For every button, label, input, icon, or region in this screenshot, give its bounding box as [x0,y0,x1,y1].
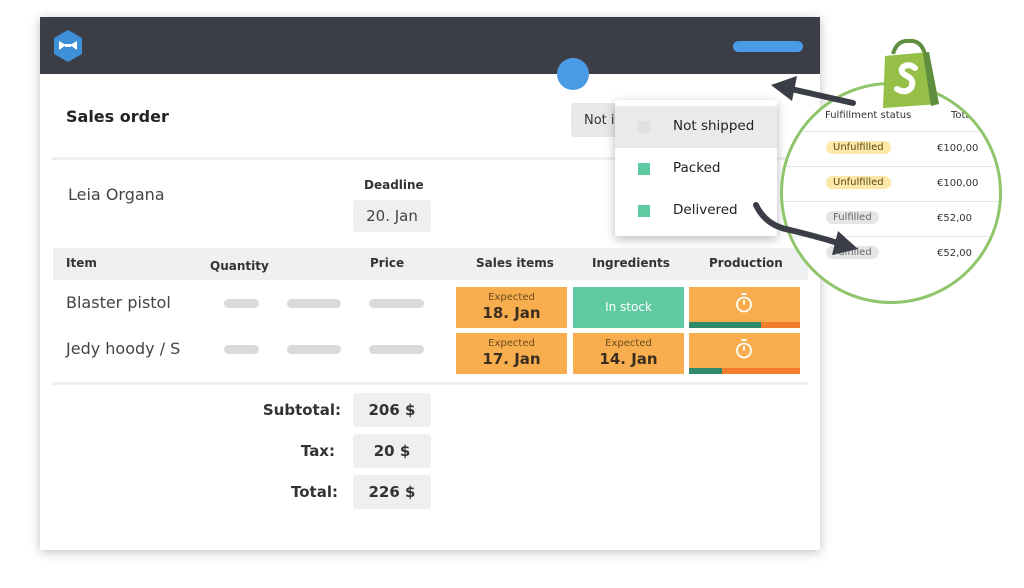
shopify-orders-zoom: Fulfillment status Tota Unfulfilled €100… [780,82,1002,304]
status-dropdown-menu: Not shipped Packed Delivered [615,100,777,236]
fulfillment-status-header: Fulfillment status [825,110,912,121]
stopwatch-icon [736,339,752,359]
fulfillment-badge: Unfulfilled [826,176,891,189]
deadline-label: Deadline [364,178,424,192]
price-placeholder [369,299,424,308]
order-amount: €100,00 [937,143,979,154]
expected-label: Expected [605,338,652,349]
option-label: Packed [673,160,721,176]
subtotal-value: 206 $ [353,393,431,427]
option-label: Delivered [673,202,738,218]
expected-date: 14. Jan [599,350,658,368]
production-cell[interactable] [689,287,800,328]
in-stock-label: In stock [605,300,652,314]
tax-label: Tax: [300,442,335,460]
col-sales-items: Sales items [476,256,554,270]
table-row-item[interactable]: Jedy hoody / S [66,339,181,358]
order-amount: €52,00 [937,213,972,224]
col-production: Production [709,256,783,270]
customer-name[interactable]: Leia Organa [68,185,165,204]
ingredients-cell[interactable]: In stock [573,287,684,328]
progress-fill [689,368,723,374]
price-placeholder [369,345,424,354]
shopify-order-row[interactable]: Fulfilled €52,00 [783,236,999,271]
dropdown-option-not-shipped[interactable]: Not shipped [615,106,777,148]
top-bar [40,17,820,74]
total-value: 226 $ [353,475,431,509]
col-item: Item [66,256,97,270]
quantity-placeholder [224,299,259,308]
divider [52,382,808,385]
expected-date: 17. Jan [482,350,541,368]
quantity-placeholder [287,345,341,354]
page-title: Sales order [66,107,169,126]
progress-fill [689,322,762,328]
total-label: Total: [291,483,338,501]
table-header: Item Quantity Price Sales items Ingredie… [53,248,808,280]
production-progress [689,322,800,328]
tax-value: 20 $ [353,434,431,468]
production-progress [689,368,800,374]
sales-items-cell[interactable]: Expected 18. Jan [456,287,567,328]
fulfillment-badge: Unfulfilled [826,141,891,154]
fulfillment-badge: Fulfilled [826,246,879,259]
quantity-placeholder [287,299,341,308]
katana-logo-icon[interactable] [54,30,82,62]
status-color-square [638,205,650,217]
shopify-order-row[interactable]: Fulfilled €52,00 [783,201,999,236]
click-indicator [557,58,589,90]
shopify-order-row[interactable]: Unfulfilled €100,00 [783,166,999,201]
subtotal-label: Subtotal: [262,401,341,419]
stopwatch-icon [736,293,752,313]
dropdown-option-packed[interactable]: Packed [615,148,777,190]
col-price: Price [370,256,405,270]
ingredients-cell[interactable]: Expected 14. Jan [573,333,684,374]
divider [52,157,808,160]
deadline-field[interactable]: 20. Jan [353,200,431,232]
expected-label: Expected [488,338,535,349]
total-header: Tota [951,110,972,121]
option-label: Not shipped [673,118,755,134]
shopify-bag-icon [883,38,939,108]
col-quantity: Quantity [210,259,269,273]
col-ingredients: Ingredients [592,256,670,270]
expected-label: Expected [488,292,535,303]
order-amount: €100,00 [937,178,979,189]
table-row-item[interactable]: Blaster pistol [66,293,171,312]
quantity-placeholder [224,345,259,354]
dropdown-option-delivered[interactable]: Delivered [615,190,777,232]
sales-items-cell[interactable]: Expected 17. Jan [456,333,567,374]
sales-order-window: Sales order Not in Leia Organa Deadline … [40,17,820,550]
fulfillment-badge: Fulfilled [826,211,879,224]
production-cell[interactable] [689,333,800,374]
expected-date: 18. Jan [482,304,541,322]
topbar-menu-pill[interactable] [733,41,803,52]
status-color-square [638,163,650,175]
status-color-square [638,121,650,133]
shopify-order-row[interactable]: Unfulfilled €100,00 [783,131,999,166]
order-amount: €52,00 [937,248,972,259]
